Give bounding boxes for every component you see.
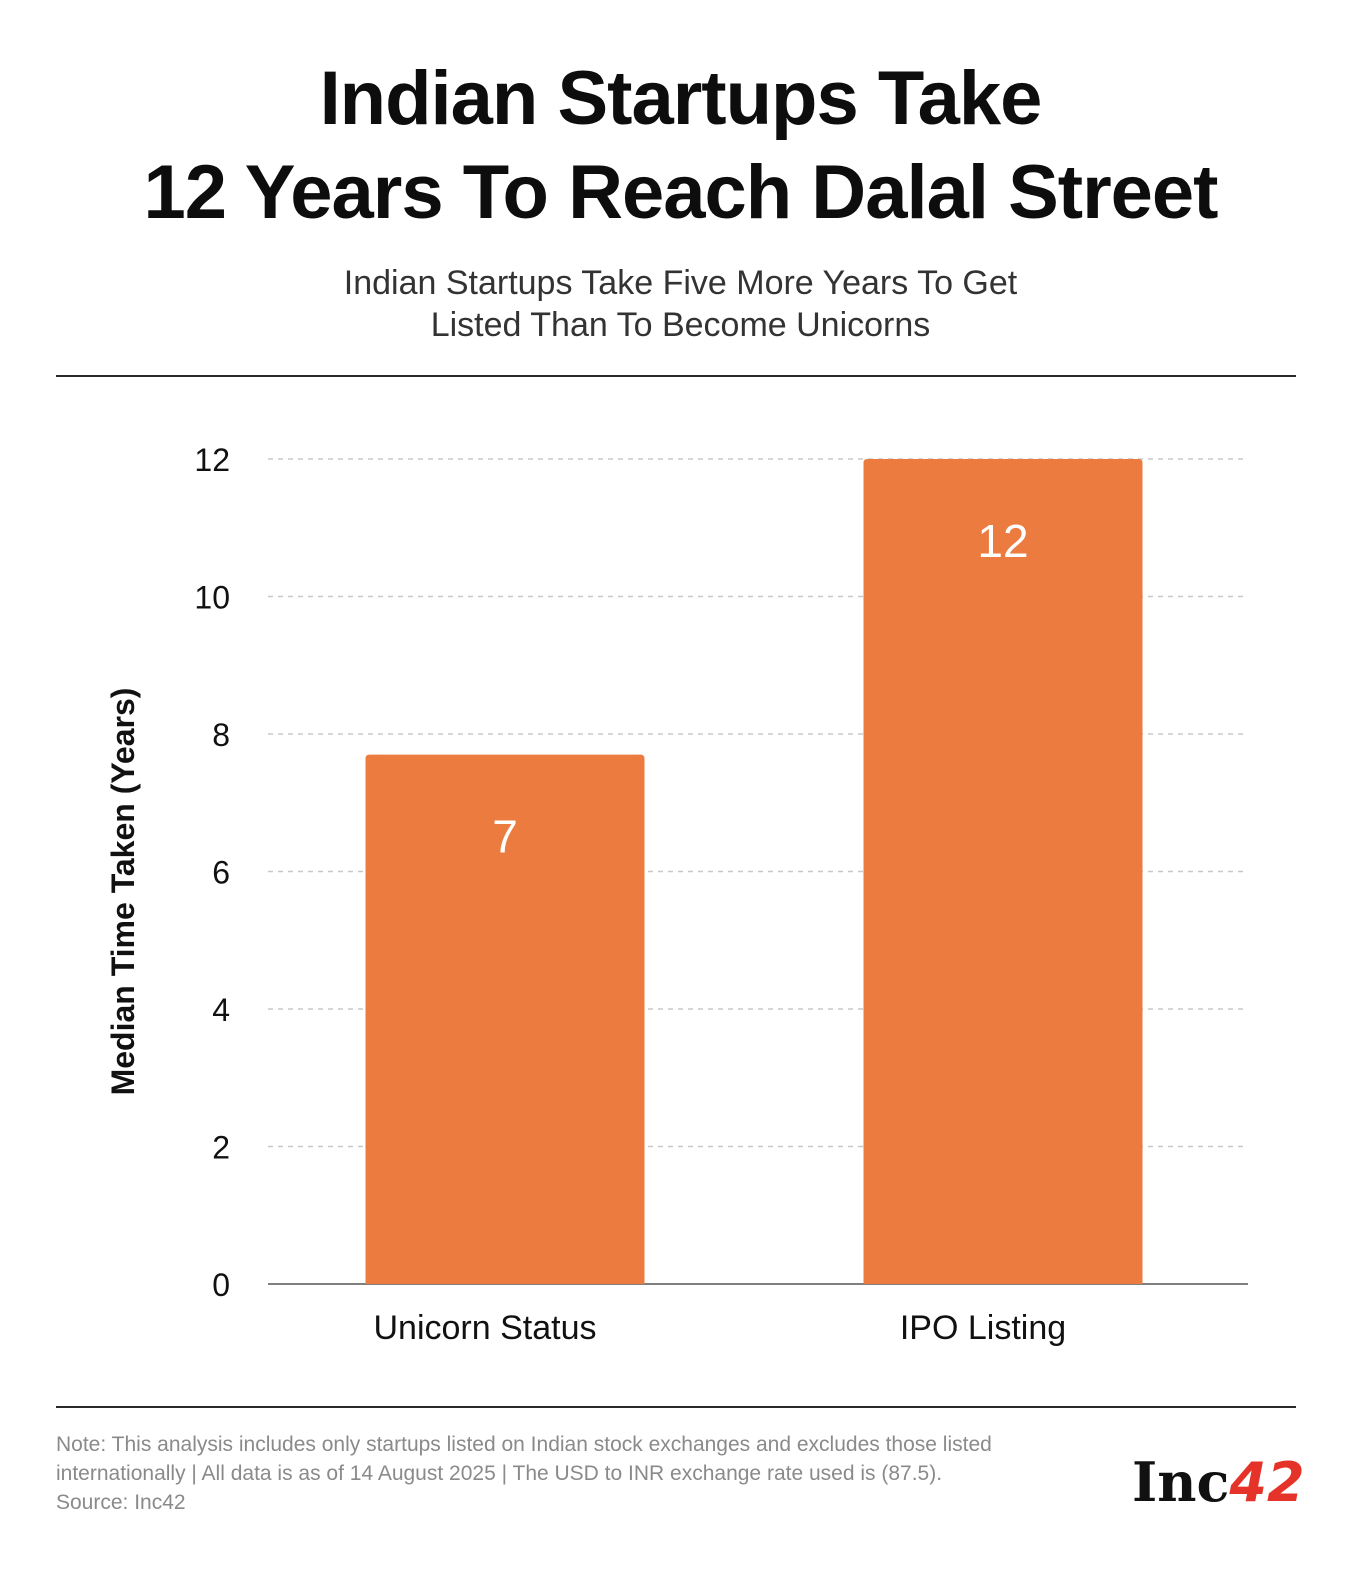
top-divider [56, 375, 1296, 377]
bar [863, 459, 1143, 1284]
note-line-1: Note: This analysis includes only startu… [56, 1433, 992, 1456]
logo-number: 42 [1229, 1451, 1305, 1514]
y-tick-label: 6 [212, 855, 230, 891]
y-tick-label: 8 [212, 717, 230, 753]
bar-value-label: 7 [492, 811, 518, 863]
bar [365, 754, 645, 1284]
y-tick-label: 0 [212, 1267, 230, 1303]
chart-subtitle: Indian Startups Take Five More Years To … [0, 262, 1361, 346]
title-line-1: Indian Startups Take [319, 56, 1043, 141]
x-tick-label: IPO Listing [900, 1309, 1066, 1347]
x-tick-label: Unicorn Status [374, 1309, 597, 1347]
subtitle-line-1: Indian Startups Take Five More Years To … [343, 264, 1018, 302]
source-line: Source: Inc42 [56, 1491, 186, 1514]
y-tick-label: 10 [194, 580, 230, 616]
y-tick-label: 4 [212, 992, 230, 1028]
y-axis-label: Median Time Taken (Years) [105, 688, 141, 1096]
inc42-logo: Inc42 [1132, 1452, 1305, 1513]
logo-text: Inc [1132, 1450, 1230, 1514]
bar-chart: 0 2 4 6 8 10 12 Median Time Taken (Years) 7 Unico… [105, 442, 1248, 1347]
title-line-2: 12 Years To Reach Dalal Street [143, 150, 1218, 235]
chart-title: Indian Startups Take 12 Years To Reach D… [0, 52, 1361, 240]
note-line-2: internationally | All data is as of 14 A… [56, 1462, 943, 1485]
bar-value-label: 12 [977, 515, 1028, 567]
bottom-divider [56, 1406, 1296, 1408]
y-tick-label: 2 [212, 1130, 230, 1166]
footnote: Note: This analysis includes only startu… [56, 1430, 1076, 1517]
subtitle-line-2: Listed Than To Become Unicorns [430, 306, 931, 344]
y-tick-label: 12 [194, 442, 230, 478]
